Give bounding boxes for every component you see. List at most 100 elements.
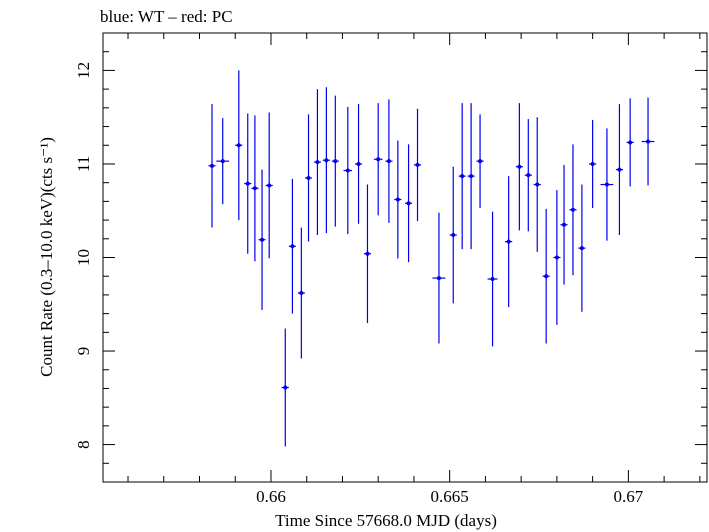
y-tick-label: 8 bbox=[74, 440, 93, 449]
data-point bbox=[265, 112, 273, 259]
point-marker bbox=[345, 168, 350, 173]
data-point bbox=[458, 103, 466, 250]
chart-title: blue: WT – red: PC bbox=[100, 7, 233, 26]
data-point bbox=[413, 108, 422, 222]
point-marker bbox=[646, 139, 651, 144]
data-point bbox=[569, 144, 577, 276]
x-axis-label: Time Since 57668.0 MJD (days) bbox=[275, 511, 497, 530]
point-marker bbox=[290, 244, 295, 249]
point-marker bbox=[526, 173, 531, 178]
point-marker bbox=[590, 161, 595, 166]
data-point bbox=[589, 119, 597, 208]
point-marker bbox=[406, 201, 411, 206]
data-point bbox=[363, 184, 372, 323]
data-point bbox=[322, 87, 330, 234]
data-point bbox=[394, 140, 402, 259]
data-point bbox=[216, 118, 230, 205]
data-point bbox=[533, 117, 541, 252]
point-marker bbox=[460, 174, 465, 179]
point-marker bbox=[506, 239, 511, 244]
data-point bbox=[304, 114, 313, 242]
point-marker bbox=[245, 181, 250, 186]
data-point bbox=[467, 103, 475, 250]
x-axis-tick-labels: 0.66 0.665 0.67 bbox=[256, 487, 644, 506]
y-tick-label: 12 bbox=[74, 62, 93, 79]
x-tick-label: 0.665 bbox=[431, 487, 469, 506]
data-point bbox=[331, 95, 339, 227]
y-axis-tick-labels: 8 9 10 11 12 bbox=[74, 62, 93, 449]
point-marker bbox=[333, 159, 338, 164]
point-marker bbox=[260, 237, 265, 242]
point-marker bbox=[386, 159, 391, 164]
data-point bbox=[626, 98, 634, 187]
point-marker bbox=[469, 174, 474, 179]
point-marker bbox=[535, 182, 540, 187]
point-marker bbox=[604, 182, 609, 187]
data-point bbox=[281, 328, 289, 447]
point-marker bbox=[415, 162, 420, 167]
data-point bbox=[641, 97, 655, 186]
point-marker bbox=[252, 186, 257, 191]
data-point bbox=[343, 106, 353, 235]
point-marker bbox=[306, 175, 311, 180]
data-point bbox=[385, 99, 393, 223]
data-point bbox=[208, 104, 216, 228]
data-point bbox=[524, 119, 532, 232]
data-point bbox=[313, 89, 322, 236]
data-point bbox=[258, 169, 266, 310]
data-point bbox=[297, 227, 305, 359]
point-marker bbox=[451, 233, 456, 238]
data-point bbox=[553, 190, 561, 325]
data-point bbox=[505, 176, 513, 308]
point-marker bbox=[376, 157, 381, 162]
point-marker bbox=[490, 277, 495, 282]
point-marker bbox=[299, 291, 304, 296]
y-tick-label: 10 bbox=[74, 249, 93, 266]
data-point bbox=[449, 166, 457, 304]
data-point bbox=[578, 184, 586, 312]
data-point bbox=[615, 104, 624, 236]
point-marker bbox=[236, 143, 241, 148]
point-marker bbox=[570, 207, 575, 212]
y-tick-label: 9 bbox=[74, 347, 93, 356]
point-marker bbox=[324, 158, 329, 163]
point-marker bbox=[436, 276, 441, 281]
data-point bbox=[373, 103, 383, 216]
point-marker bbox=[356, 161, 361, 166]
point-marker bbox=[554, 255, 559, 260]
data-point bbox=[487, 211, 498, 347]
point-marker bbox=[365, 251, 370, 256]
y-axis-ticks bbox=[103, 32, 707, 483]
point-marker bbox=[283, 385, 288, 390]
point-marker bbox=[478, 159, 483, 164]
point-marker bbox=[517, 164, 522, 169]
data-point bbox=[600, 128, 614, 241]
data-point bbox=[288, 178, 296, 314]
point-marker bbox=[544, 274, 549, 279]
point-marker bbox=[579, 246, 584, 251]
data-points bbox=[208, 70, 655, 447]
data-point bbox=[244, 113, 252, 254]
data-point bbox=[432, 212, 446, 344]
data-point bbox=[235, 70, 243, 221]
data-point bbox=[542, 208, 550, 344]
y-tick-label: 11 bbox=[74, 156, 93, 172]
point-marker bbox=[562, 222, 567, 227]
x-axis-ticks bbox=[127, 33, 701, 482]
point-marker bbox=[267, 183, 272, 188]
data-point bbox=[515, 103, 523, 231]
point-marker bbox=[210, 163, 215, 168]
data-point bbox=[251, 115, 259, 262]
data-point bbox=[405, 144, 413, 263]
point-marker bbox=[220, 159, 225, 164]
point-marker bbox=[617, 167, 622, 172]
y-axis-label: Count Rate (0.3–10.0 keV)(cts s⁻¹) bbox=[37, 137, 56, 377]
data-point bbox=[560, 164, 568, 285]
x-tick-label: 0.66 bbox=[256, 487, 286, 506]
data-point bbox=[354, 104, 363, 224]
data-point bbox=[476, 114, 484, 208]
x-tick-label: 0.67 bbox=[613, 487, 643, 506]
plot-frame bbox=[102, 32, 708, 483]
point-marker bbox=[315, 160, 320, 165]
